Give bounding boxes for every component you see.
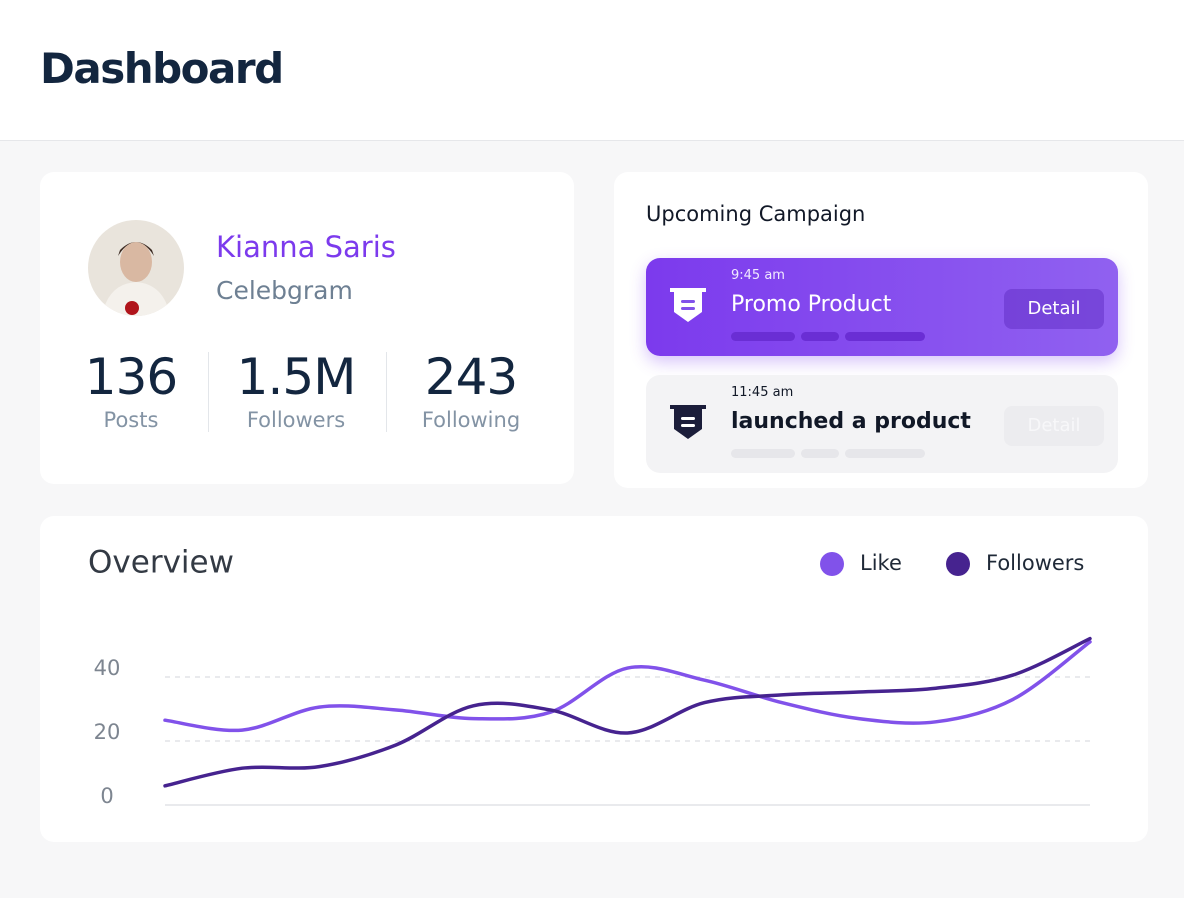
campaign-icon (670, 405, 706, 439)
stat-label: Followers (246, 408, 346, 432)
stat-value: 136 (84, 348, 178, 406)
stat: 243 Following (386, 348, 556, 432)
campaign-card: Upcoming Campaign 9:45 am Promo Product … (614, 172, 1148, 488)
legend-label: Like (860, 551, 902, 575)
campaign-time: 9:45 am (731, 268, 785, 283)
campaign-item[interactable]: 9:45 am Promo Product Detail (646, 258, 1118, 356)
chart: Overview 0 20 40 Like Followers (88, 545, 1092, 808)
campaign-title: Upcoming Campaign (646, 202, 866, 226)
profile-card: Kianna Saris Celebgram 136 Posts 1.5M Fo… (40, 172, 574, 484)
legend-label: Followers (986, 551, 1084, 575)
campaign-time: 11:45 am (731, 385, 794, 400)
stat-label: Posts (103, 408, 159, 432)
placeholder-bars (731, 332, 925, 341)
detail-button[interactable]: Detail (1004, 289, 1104, 329)
y-tick-label: 0 (100, 784, 113, 808)
stat-value: 243 (424, 348, 518, 406)
separator (208, 352, 209, 432)
stat: 136 Posts (46, 348, 216, 432)
y-tick-label: 20 (94, 720, 121, 744)
campaign-item[interactable]: 11:45 am launched a product Detail (646, 375, 1118, 473)
stat-value: 1.5M (236, 348, 357, 406)
y-tick-label: 40 (94, 656, 121, 680)
separator (386, 352, 387, 432)
overview-card: Overview 0 20 40 Like Followers (40, 516, 1148, 842)
campaign-icon (670, 288, 706, 322)
placeholder-bars (731, 449, 925, 458)
legend-marker (946, 552, 970, 576)
campaign-item-title: Promo Product (731, 292, 892, 317)
page-title: Dashboard (40, 44, 284, 93)
avatar[interactable] (88, 220, 184, 316)
header: Dashboard (0, 0, 1184, 141)
profile-name: Kianna Saris (216, 230, 396, 264)
legend-marker (820, 552, 844, 576)
detail-button[interactable]: Detail (1004, 406, 1104, 446)
avatar-image (88, 220, 184, 316)
line (163, 640, 1092, 733)
profile-role: Celebgram (216, 276, 353, 305)
stat: 1.5M Followers (211, 348, 381, 432)
stat-label: Following (421, 408, 521, 432)
line (163, 636, 1092, 788)
campaign-item-title: launched a product (731, 409, 971, 434)
chart-title: Overview (88, 545, 234, 581)
